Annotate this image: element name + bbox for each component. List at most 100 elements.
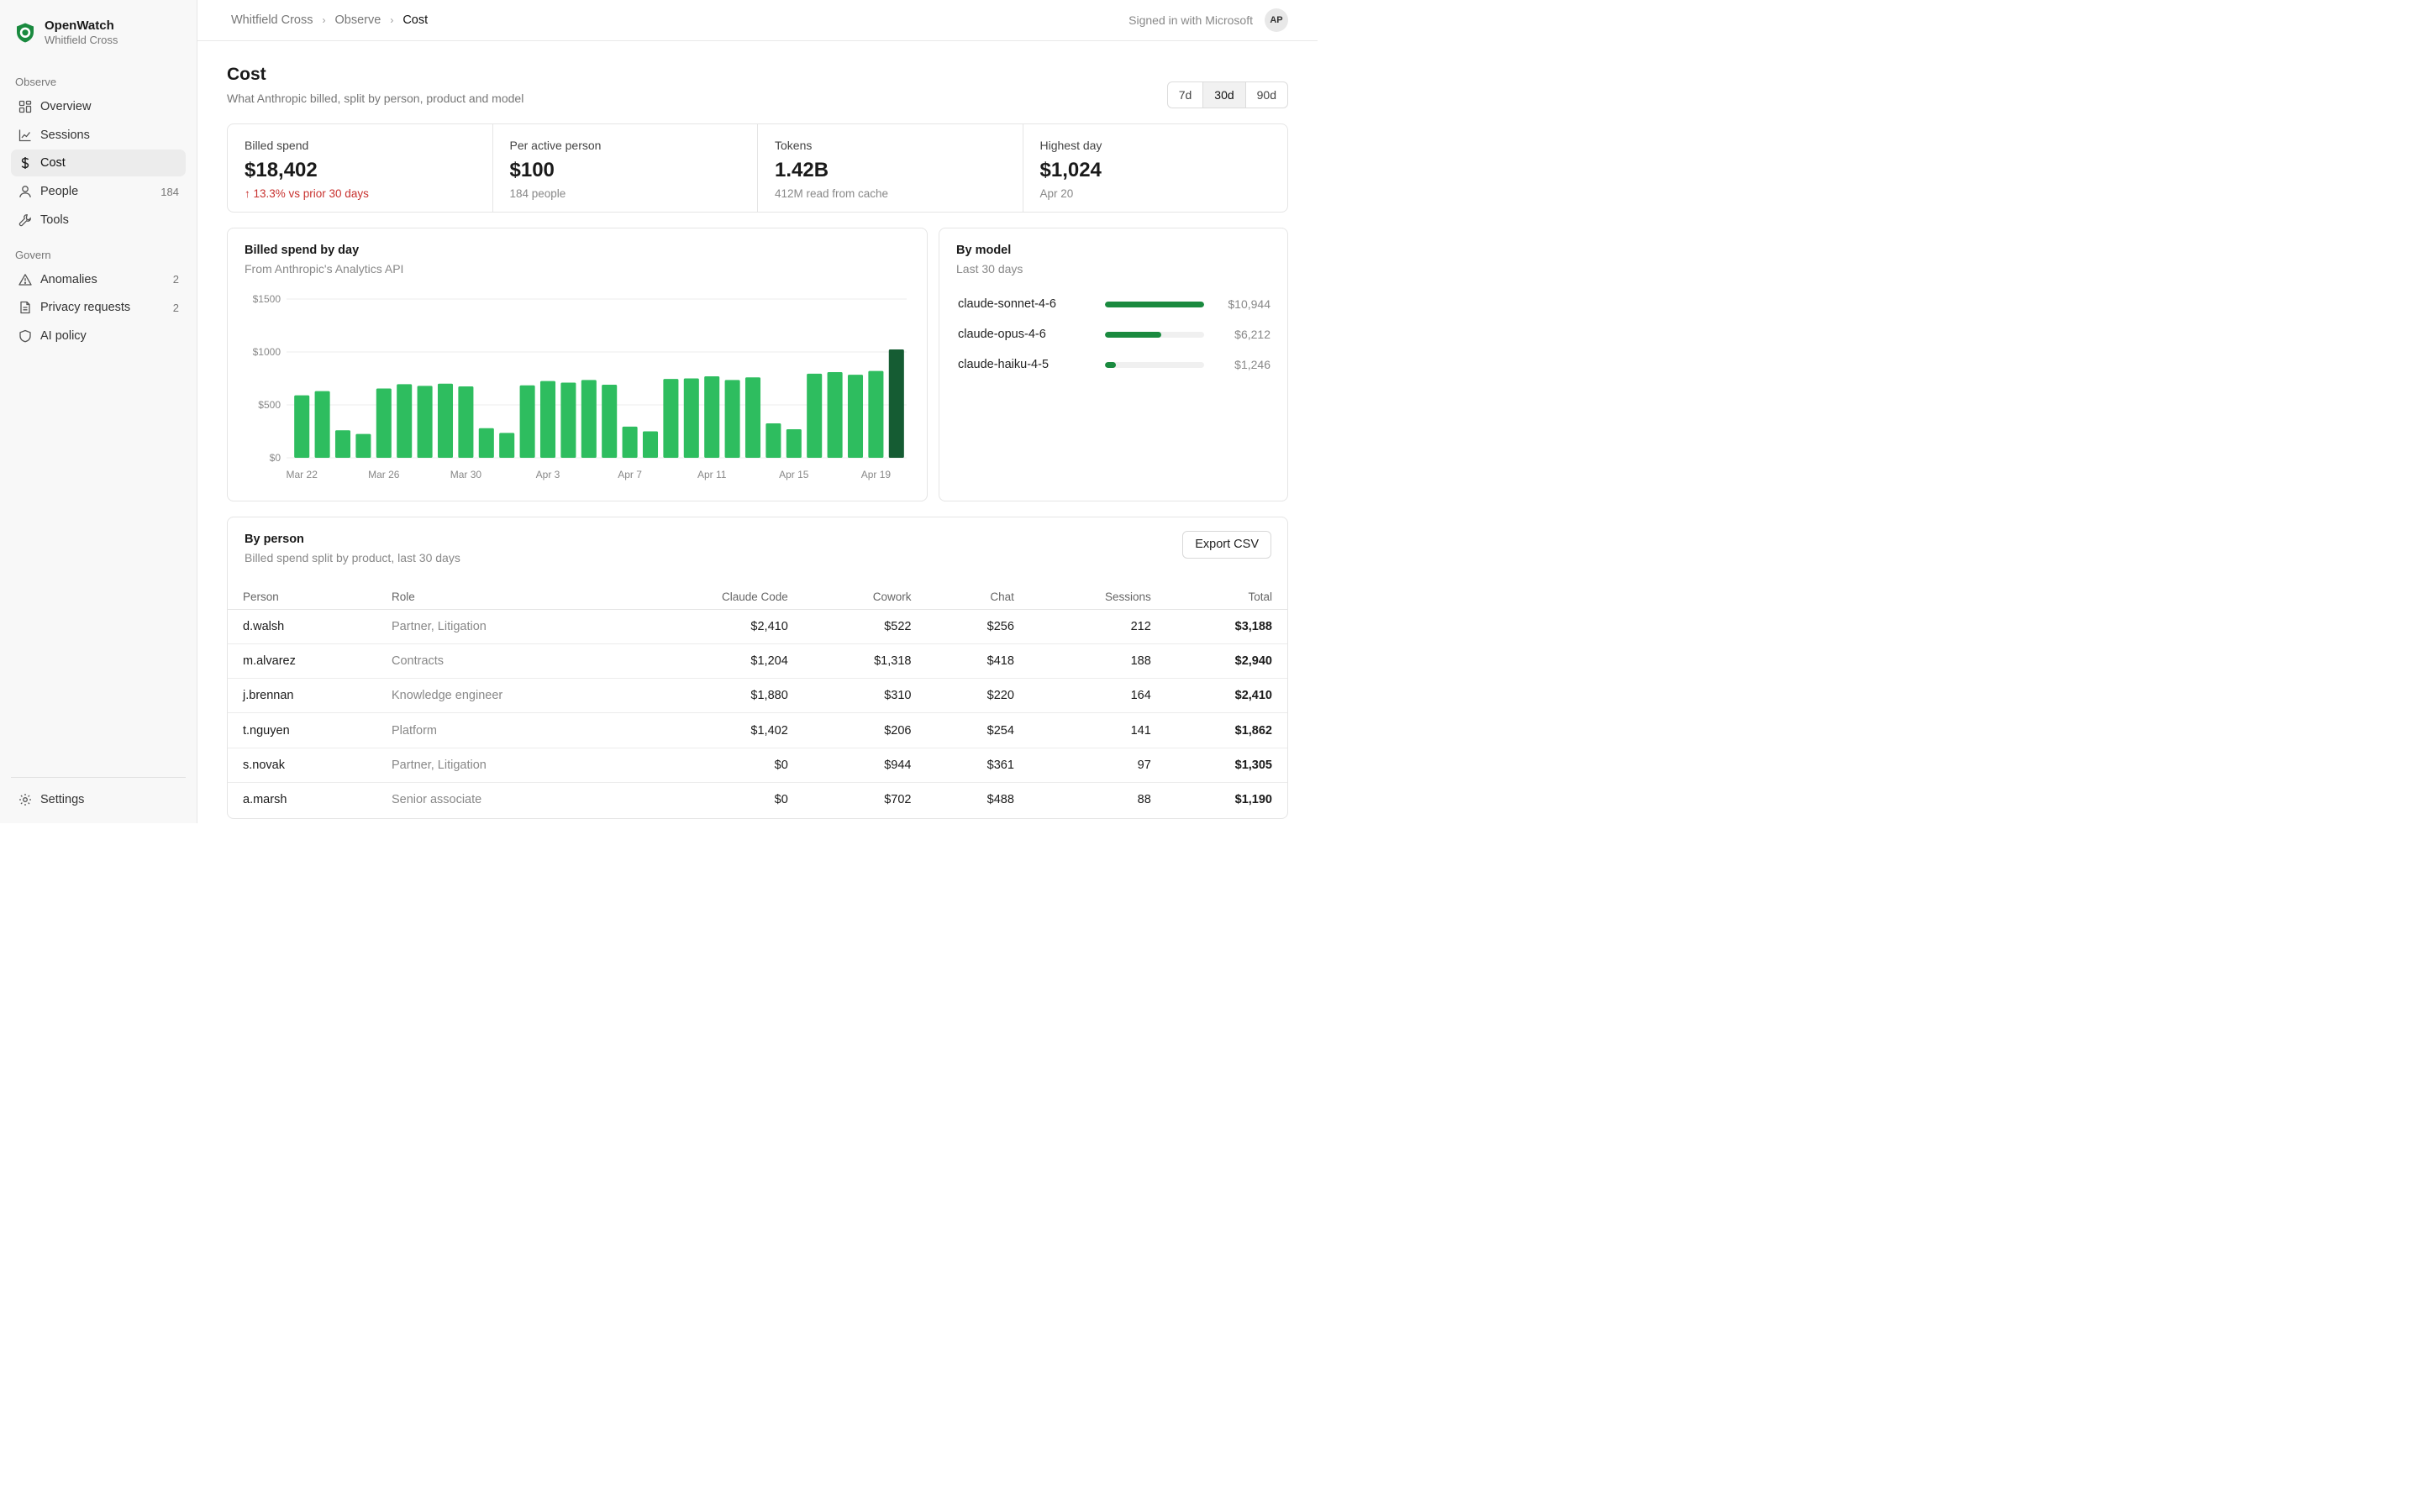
bar: [602, 385, 618, 458]
dollar-icon: [18, 155, 33, 171]
column-header-cowork[interactable]: Cowork: [802, 591, 927, 610]
kpi-label: Highest day: [1039, 139, 1102, 152]
avatar[interactable]: AP: [1265, 8, 1288, 32]
model-row: claude-haiku-4-5 $1,246: [956, 349, 1270, 380]
cell-person: a.marsh: [243, 793, 287, 807]
cell-chat: $488: [986, 793, 1014, 807]
range-90d-button[interactable]: 90d: [1244, 82, 1287, 108]
cell-sessions: 188: [1028, 643, 1166, 680]
column-header-sessions[interactable]: Sessions: [1028, 591, 1166, 610]
cell-person: j.brennan: [228, 678, 376, 714]
x-tick-label: Mar 26: [368, 469, 400, 480]
export-csv-button[interactable]: Export CSV: [1182, 531, 1271, 559]
breadcrumb-observe[interactable]: Observe: [334, 13, 381, 27]
by-model-card: By model Last 30 days claude-sonnet-4-6 …: [939, 228, 1288, 501]
cell-sessions: 164: [1028, 678, 1166, 714]
brand[interactable]: OpenWatch Whitfield Cross: [11, 0, 186, 66]
sidebar-item-sessions[interactable]: Sessions: [11, 122, 186, 149]
charts-row: Billed spend by day From Anthropic's Ana…: [227, 228, 1288, 501]
person-icon: [18, 184, 33, 199]
bar: [417, 386, 433, 458]
cell-sessions: 97: [1028, 748, 1166, 783]
kpi-note: ↑ 13.3% vs prior 30 days: [245, 187, 369, 200]
range-7d-button[interactable]: 7d: [1178, 88, 1192, 102]
bar: [683, 378, 699, 458]
cell-role: Contracts: [376, 643, 630, 680]
cell-sessions: 88: [1137, 793, 1151, 807]
sidebar-item-count: 2: [172, 273, 179, 286]
x-tick-label: Mar 30: [450, 469, 482, 480]
nav-section-observe: Observe: [15, 76, 57, 88]
cell-cowork: $702: [884, 793, 912, 807]
sidebar-item-label: Settings: [40, 793, 85, 807]
table-row[interactable]: m.alvarez Contracts $1,204 $1,318 $418 1…: [228, 643, 1287, 680]
bar: [642, 431, 659, 458]
x-tick-label: Apr 11: [697, 469, 727, 480]
y-tick-label: $500: [258, 399, 281, 411]
cell-cowork: $1,318: [802, 643, 927, 680]
table-row[interactable]: a.marsh Senior associate $0 $702 $488 88…: [228, 782, 1287, 816]
warning-icon: [18, 272, 33, 287]
cell-total: $2,940: [1165, 643, 1287, 680]
sidebar-item-count: 2: [172, 301, 179, 314]
bar: [397, 384, 413, 458]
sidebar-item-cost[interactable]: Cost: [11, 150, 186, 177]
bar: [663, 379, 679, 458]
column-header-chat[interactable]: Chat: [926, 591, 1029, 610]
bar: [724, 380, 740, 458]
shield-icon: [18, 328, 33, 344]
range-30d-button[interactable]: 30d: [1202, 82, 1245, 108]
sidebar-item-anomalies[interactable]: Anomalies 2: [11, 266, 186, 293]
model-row: claude-sonnet-4-6 $10,944: [956, 289, 1270, 319]
kpi-tokens: Tokens 1.42B 412M read from cache: [757, 124, 1023, 212]
cell-chat: $418: [926, 643, 1029, 680]
bar: [376, 388, 392, 458]
table-row[interactable]: s.novak Partner, Litigation $0 $944 $361…: [228, 748, 1287, 783]
sidebar-item-label: Tools: [40, 213, 69, 227]
bar: [868, 370, 884, 458]
cell-claude-code: $1,204: [629, 643, 803, 680]
spend-by-day-card: Billed spend by day From Anthropic's Ana…: [227, 228, 928, 501]
sidebar-item-label: Privacy requests: [40, 301, 131, 315]
cell-cowork: $206: [802, 712, 927, 748]
table-row[interactable]: d.walsh Partner, Litigation $2,410 $522 …: [228, 609, 1287, 644]
sidebar-item-label: People: [40, 185, 79, 199]
x-tick-label: Apr 19: [861, 469, 892, 480]
cell-person: s.novak: [228, 748, 376, 783]
page-title: Cost: [227, 65, 266, 84]
column-header-role[interactable]: Role: [376, 591, 630, 610]
table-row[interactable]: t.nguyen Platform $1,402 $206 $254 141 $…: [228, 712, 1287, 748]
breadcrumb-org[interactable]: Whitfield Cross: [231, 13, 313, 27]
sidebar-item-label: Sessions: [40, 128, 90, 142]
sidebar-item-privacy-requests[interactable]: Privacy requests 2: [11, 294, 186, 321]
bar: [704, 375, 720, 458]
page-content: Cost What Anthropic billed, split by per…: [197, 41, 1318, 819]
cell-role: Knowledge engineer: [376, 678, 630, 714]
app-root: OpenWatch Whitfield Cross Observe Overvi…: [0, 0, 1318, 823]
cell-total: $1,862: [1165, 712, 1287, 748]
column-header-claude-code[interactable]: Claude Code: [629, 591, 803, 610]
model-bar-track: [1105, 301, 1204, 307]
column-header-person[interactable]: Person: [228, 591, 376, 610]
card-title: By person: [245, 533, 304, 546]
column-header-total[interactable]: Total: [1165, 591, 1287, 610]
sidebar-item-people[interactable]: People 184: [11, 178, 186, 205]
card-title: Billed spend by day: [245, 244, 360, 257]
cell-chat: $361: [926, 748, 1029, 783]
sidebar-item-settings[interactable]: Settings: [11, 786, 186, 813]
bar: [539, 381, 556, 458]
sidebar-item-label: Overview: [40, 100, 92, 113]
cell-role: Partner, Litigation: [376, 609, 630, 644]
cell-total: $1,305: [1165, 748, 1287, 783]
nav-section-govern: Govern: [15, 248, 51, 261]
sidebar-item-ai-policy[interactable]: AI policy: [11, 323, 186, 349]
table-row[interactable]: j.brennan Knowledge engineer $1,880 $310…: [228, 678, 1287, 714]
sidebar-item-tools[interactable]: Tools: [11, 207, 186, 234]
model-bar-track: [1105, 331, 1204, 338]
cell-role: Senior associate: [392, 793, 482, 807]
bar: [765, 423, 781, 458]
kpi-label: Billed spend: [245, 139, 309, 152]
bar: [499, 433, 515, 458]
sidebar-item-count: 184: [160, 185, 179, 198]
sidebar-item-overview[interactable]: Overview: [11, 93, 186, 120]
